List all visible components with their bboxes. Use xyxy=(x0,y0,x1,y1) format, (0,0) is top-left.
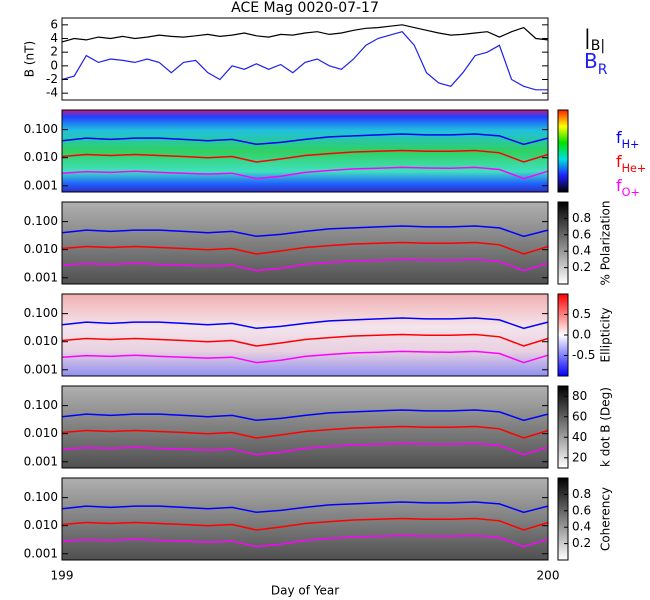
y-tick-label: 0.010 xyxy=(24,518,58,532)
colorbar-tick-label: -0.5 xyxy=(572,348,595,362)
y-tick-label: 2 xyxy=(50,45,58,59)
colorbar-tick-label: 0.2 xyxy=(572,260,591,274)
y-tick-label: -4 xyxy=(46,86,58,100)
y-tick-label: 6 xyxy=(50,17,58,31)
x-tick-label: 199 xyxy=(51,569,74,583)
colorbar xyxy=(557,477,569,561)
colorbar xyxy=(557,109,569,193)
frequency-line xyxy=(61,166,549,180)
plot-frame xyxy=(61,293,549,377)
y-tick-label: -2 xyxy=(46,72,58,86)
plot-frame xyxy=(61,17,549,101)
colorbar xyxy=(557,201,569,285)
colorbar-tick-label: 0.0 xyxy=(572,328,591,342)
colorbar-label: Coherency xyxy=(599,487,613,551)
y-tick-label: 0.001 xyxy=(24,270,58,284)
frequency-line xyxy=(61,333,549,347)
colorbar-tick-label: 60 xyxy=(572,409,587,423)
frequency-line xyxy=(61,149,549,163)
frequency-line xyxy=(61,317,549,330)
plot-frame xyxy=(61,201,549,285)
y-tick-label: 0.010 xyxy=(24,242,58,256)
frequency-line xyxy=(61,241,549,255)
frequency-line xyxy=(61,409,549,422)
colorbar xyxy=(557,385,569,469)
plot-frame xyxy=(61,385,549,469)
x-axis-label: Day of Year xyxy=(271,584,339,598)
frequency-line xyxy=(61,350,549,364)
frequency-line xyxy=(61,425,549,439)
colorbar-tick-label: 0.6 xyxy=(572,503,591,517)
frequency-line xyxy=(61,534,549,548)
legend-label: fO+ xyxy=(616,176,640,199)
line xyxy=(61,24,549,43)
frequency-line xyxy=(61,258,549,272)
colorbar-tick-label: 20 xyxy=(572,450,587,464)
frequency-line xyxy=(61,442,549,456)
y-tick-label: 0.001 xyxy=(24,454,58,468)
x-tick-label: 200 xyxy=(537,569,560,583)
frequency-line xyxy=(61,501,549,514)
colorbar-tick-label: 80 xyxy=(572,389,587,403)
y-tick-label: 0.010 xyxy=(24,150,58,164)
frequency-line xyxy=(61,517,549,531)
y-axis-label: B (nT) xyxy=(23,41,37,77)
colorbar-tick-label: 0.5 xyxy=(572,307,591,321)
colorbar-tick-label: 0.2 xyxy=(572,536,591,550)
colorbar-label: Ellipticity xyxy=(599,308,613,363)
plot-frame xyxy=(61,477,549,561)
colorbar-tick-label: 0.8 xyxy=(572,487,591,501)
colorbar-tick-label: 0.8 xyxy=(572,211,591,225)
y-tick-label: 0.100 xyxy=(24,306,58,320)
chart-title: ACE Mag 0020-07-17 xyxy=(231,0,379,16)
legend-label: BR xyxy=(584,49,608,79)
y-tick-label: 0.100 xyxy=(24,122,58,136)
y-tick-label: 0.100 xyxy=(24,490,58,504)
legend-label: fHe+ xyxy=(616,152,646,175)
legend-label: |B| xyxy=(584,25,605,55)
y-tick-label: 0.010 xyxy=(24,334,58,348)
colorbar-tick-label: 0.4 xyxy=(572,244,591,258)
legend-label: fH+ xyxy=(616,128,639,151)
y-tick-label: 0 xyxy=(50,58,58,72)
colorbar-label: % Polarization xyxy=(599,201,613,286)
colorbar-tick-label: 0.4 xyxy=(572,520,591,534)
y-tick-label: 4 xyxy=(50,31,58,45)
y-tick-label: 0.100 xyxy=(24,398,58,412)
y-tick-label: 0.010 xyxy=(24,426,58,440)
y-tick-label: 0.100 xyxy=(24,214,58,228)
colorbar-label: k dot B (Deg) xyxy=(599,387,613,467)
y-tick-label: 0.001 xyxy=(24,178,58,192)
frequency-line xyxy=(61,133,549,146)
colorbar-tick-label: 40 xyxy=(572,430,587,444)
line xyxy=(61,31,548,91)
plot-frame xyxy=(61,109,549,193)
y-tick-label: 0.001 xyxy=(24,362,58,376)
frequency-line xyxy=(61,225,549,238)
colorbar-tick-label: 0.6 xyxy=(572,227,591,241)
y-tick-label: 0.001 xyxy=(24,546,58,560)
